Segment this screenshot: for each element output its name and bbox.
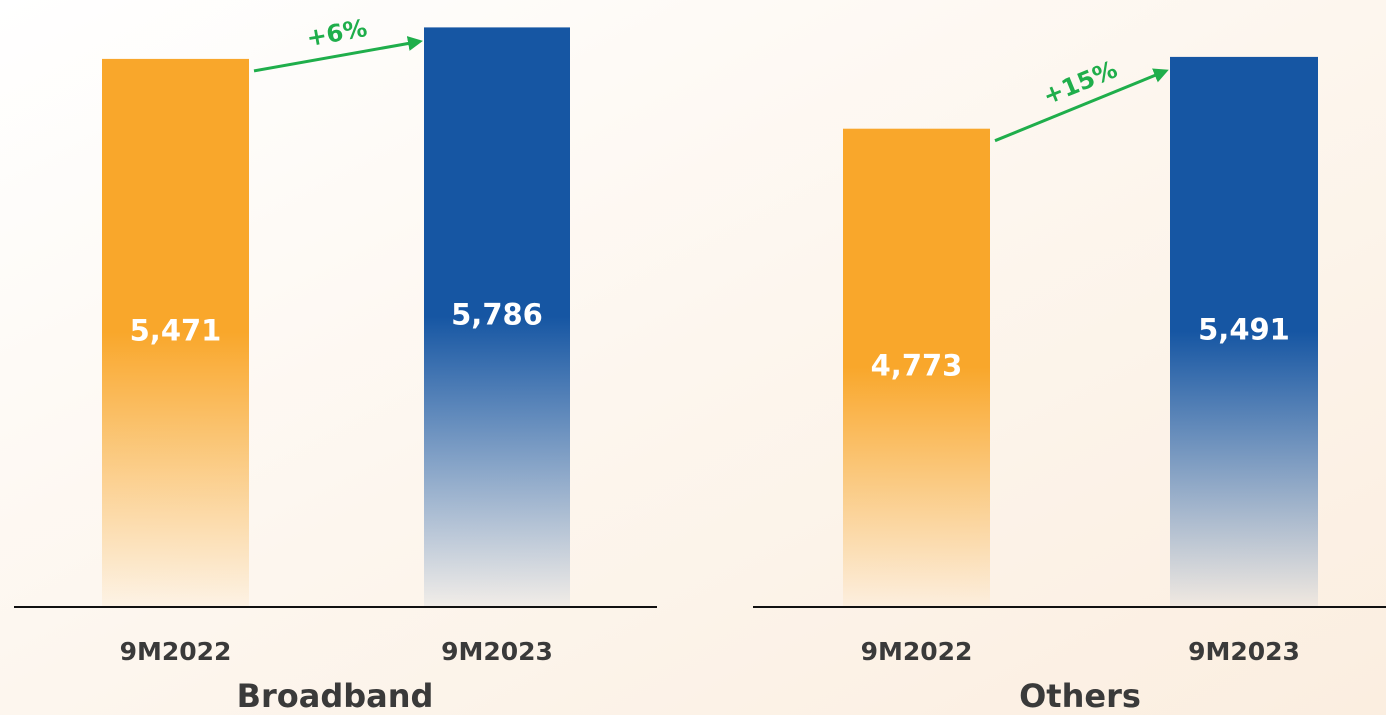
x-tick-label: 9M2022 [120, 637, 232, 666]
bar [843, 128, 990, 606]
growth-arrow [994, 68, 1169, 143]
chart-title: Broadband [237, 677, 434, 715]
chart-title: Others [1019, 677, 1141, 715]
value-label: 4,773 [871, 348, 963, 382]
x-tick-label: 9M2023 [1188, 637, 1300, 666]
x-tick-label: 9M2023 [441, 637, 553, 666]
growth-arrow [253, 36, 423, 73]
bar [424, 27, 570, 606]
value-label: 5,471 [130, 313, 222, 347]
value-label: 5,491 [1198, 312, 1290, 346]
bar [1170, 56, 1318, 606]
value-label: 5,786 [451, 298, 543, 332]
x-tick-label: 9M2022 [861, 637, 973, 666]
bar [102, 58, 249, 606]
